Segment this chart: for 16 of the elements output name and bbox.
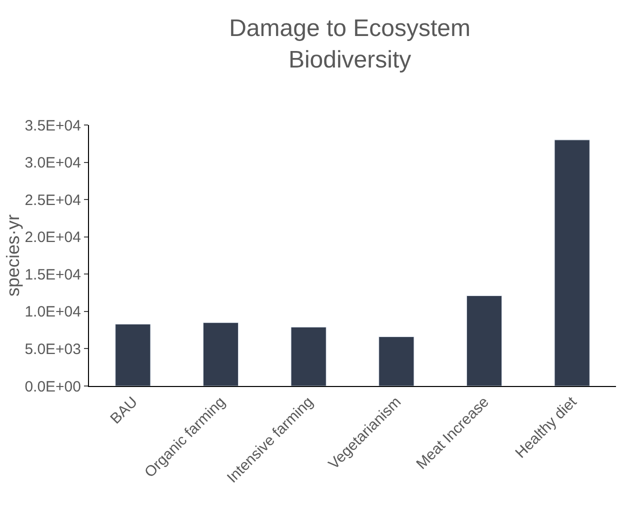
bar bbox=[290, 326, 326, 386]
y-tick-label: 1.0E+04 bbox=[24, 304, 81, 321]
y-axis-title: species·yr bbox=[2, 214, 23, 297]
bar bbox=[202, 322, 239, 386]
y-tick-label: 5.0E+03 bbox=[24, 340, 81, 358]
y-tick-label: 1.5E+04 bbox=[24, 266, 81, 284]
y-tick-label: 2.5E+04 bbox=[24, 192, 81, 209]
y-tick-label: 3.5E+04 bbox=[24, 117, 81, 134]
bar bbox=[466, 296, 502, 386]
chart-title: Damage to Ecosystem Biodiversity bbox=[229, 15, 471, 74]
y-tick-label: 0.0E+00 bbox=[24, 378, 81, 396]
y-tick-label: 2.0E+04 bbox=[24, 229, 81, 246]
bar bbox=[378, 336, 414, 386]
bar bbox=[554, 140, 590, 386]
bar bbox=[115, 324, 151, 386]
y-tick-label: 3.0E+04 bbox=[24, 154, 81, 172]
